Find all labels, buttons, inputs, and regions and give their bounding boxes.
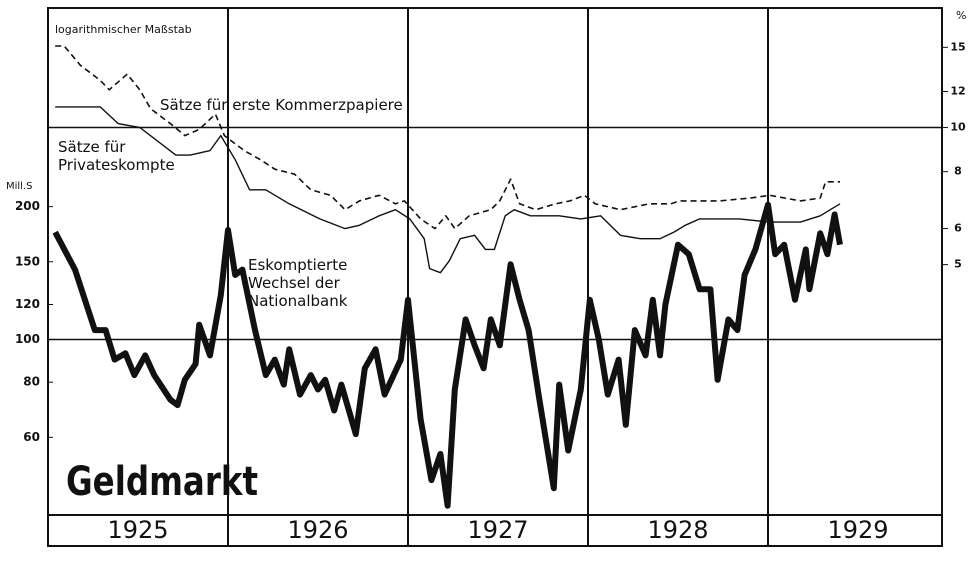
x-tick-label: 1927 bbox=[467, 516, 528, 544]
series-label: Eskomptierte Wechsel der Nationalbank bbox=[248, 256, 348, 310]
y-tick-label: 60 bbox=[23, 430, 40, 444]
series-line bbox=[52, 201, 843, 509]
series-label: Sätze für Privateskompte bbox=[58, 138, 175, 174]
y-tick-label: 200 bbox=[15, 199, 40, 213]
y2-axis-label: % bbox=[956, 9, 966, 22]
y2-tick-label: 8 bbox=[954, 165, 962, 178]
y2-tick-label: 6 bbox=[954, 222, 962, 235]
series-line bbox=[55, 106, 841, 274]
y2-tick-label: 12 bbox=[950, 84, 965, 97]
y-axis-label: Mill.S bbox=[6, 181, 33, 192]
y-tick-label: 80 bbox=[23, 375, 40, 389]
scale-note: logarithmischer Maßstab bbox=[55, 23, 192, 36]
y2-tick-label: 5 bbox=[954, 258, 962, 271]
y-tick-label: 120 bbox=[15, 297, 40, 311]
series-label-box: Sätze für erste Kommerzpapiere bbox=[160, 96, 403, 114]
y2-tick-label: 15 bbox=[950, 40, 965, 53]
frame bbox=[47, 7, 943, 547]
series-line bbox=[55, 45, 840, 230]
x-tick-label: 1929 bbox=[827, 516, 888, 544]
x-tick-label: 1925 bbox=[107, 516, 168, 544]
series-label-box: Sätze für Privateskompte bbox=[58, 138, 175, 174]
y-tick-label: 150 bbox=[15, 254, 40, 268]
chart-title: Geldmarkt bbox=[66, 459, 258, 505]
series-label-box: Eskomptierte Wechsel der Nationalbank bbox=[248, 256, 348, 310]
y-tick-label: 100 bbox=[15, 332, 40, 346]
series-label: Sätze für erste Kommerzpapiere bbox=[160, 96, 403, 114]
x-tick-label: 1926 bbox=[287, 516, 348, 544]
x-tick-label: 1928 bbox=[647, 516, 708, 544]
y2-tick-label: 10 bbox=[950, 121, 966, 134]
